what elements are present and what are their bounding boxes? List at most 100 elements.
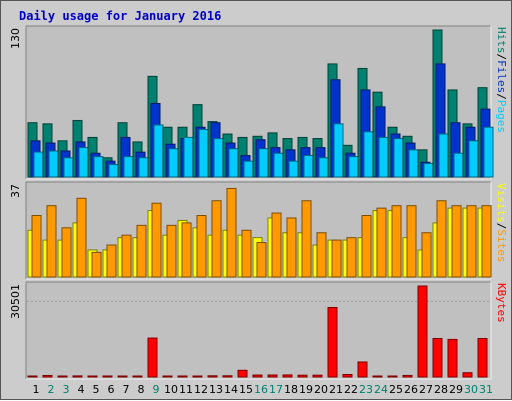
visits-axis-label: Visits/Sites <box>495 183 508 263</box>
visits-bar-sites-day-24 <box>376 207 387 278</box>
x-tick-label-day-27: 27 <box>419 383 433 396</box>
x-tick-label-day-11: 11 <box>179 383 193 396</box>
hits-axis-label-sep: / <box>495 54 508 61</box>
visits-bar-sites-day-11 <box>181 222 192 278</box>
kbytes-bar-kbytes-day-17 <box>267 374 278 378</box>
visits-axis-label-sep: / <box>495 223 508 230</box>
hits-bar-pages-day-26 <box>408 149 419 178</box>
kbytes-ymax-label: 30501 <box>9 284 22 319</box>
x-tick-label-day-2: 2 <box>48 383 55 396</box>
hits-bar-pages-day-18 <box>288 160 299 178</box>
kbytes-bar-kbytes-day-10 <box>162 375 173 378</box>
x-tick-label-day-29: 29 <box>449 383 463 396</box>
x-tick-label-day-7: 7 <box>123 383 130 396</box>
kbytes-bar-kbytes-day-26 <box>402 374 413 378</box>
visits-bar-sites-day-19 <box>301 200 312 278</box>
kbytes-bar-kbytes-day-19 <box>297 374 308 378</box>
x-tick-label-day-24: 24 <box>374 383 388 396</box>
kbytes-bar-kbytes-day-8 <box>132 375 143 378</box>
hits-bar-pages-day-14 <box>228 148 239 178</box>
x-tick-label-day-4: 4 <box>78 383 85 396</box>
hits-bar-pages-day-30 <box>468 140 479 178</box>
kbytes-bar-kbytes-day-2 <box>42 374 53 378</box>
x-tick-label-day-28: 28 <box>434 383 448 396</box>
hits-bar-pages-day-21 <box>333 123 344 178</box>
visits-bar-sites-day-13 <box>211 200 222 278</box>
kbytes-bar-kbytes-day-11 <box>177 375 188 378</box>
x-tick-label-day-1: 1 <box>33 383 40 396</box>
x-tick-label-day-3: 3 <box>63 383 70 396</box>
kbytes-bar-kbytes-day-1 <box>27 375 38 378</box>
hits-axis-label: Hits/Files/Pages <box>495 27 508 133</box>
x-tick-label-day-18: 18 <box>284 383 298 396</box>
visits-bar-sites-day-16 <box>256 242 267 278</box>
hits-axis-label-hits: Hits <box>495 27 508 54</box>
kbytes-bar-kbytes-day-9 <box>147 337 158 378</box>
hits-bar-pages-day-9 <box>153 124 164 178</box>
x-tick-label-day-13: 13 <box>209 383 223 396</box>
x-tick-label-day-12: 12 <box>194 383 208 396</box>
visits-bar-sites-day-18 <box>286 217 297 278</box>
hits-axis-label-files: Files <box>495 60 508 93</box>
hits-bar-pages-day-24 <box>378 136 389 178</box>
x-tick-label-day-30: 30 <box>464 383 478 396</box>
x-tick-label-day-9: 9 <box>153 383 160 396</box>
visits-bar-sites-day-2 <box>46 205 57 278</box>
hits-ymax-label: 130 <box>9 28 22 49</box>
kbytes-bar-kbytes-day-28 <box>432 338 443 378</box>
visits-bar-sites-day-8 <box>136 224 147 278</box>
visits-bar-sites-day-7 <box>121 234 132 278</box>
kbytes-bar-kbytes-day-31 <box>477 338 488 378</box>
kbytes-bar-kbytes-day-30 <box>462 372 473 378</box>
visits-axis-label-visits: Visits <box>495 183 508 223</box>
kbytes-bar-kbytes-day-22 <box>342 373 353 378</box>
kbytes-bar-kbytes-day-25 <box>387 375 398 378</box>
x-tick-label-day-21: 21 <box>329 383 343 396</box>
hits-bar-pages-day-15 <box>243 160 254 178</box>
hits-bar-pages-day-19 <box>303 155 314 178</box>
x-tick-label-day-22: 22 <box>344 383 358 396</box>
hits-bar-pages-day-27 <box>423 162 434 178</box>
visits-bar-sites-day-3 <box>61 227 72 278</box>
visits-axis-label-sites: Sites <box>495 229 508 262</box>
kbytes-panel-bg <box>26 282 491 379</box>
x-tick-label-day-14: 14 <box>224 383 238 396</box>
x-tick-label-day-26: 26 <box>404 383 418 396</box>
visits-bar-sites-day-30 <box>466 205 477 278</box>
visits-bar-sites-day-23 <box>361 215 372 278</box>
kbytes-bar-kbytes-day-12 <box>192 375 203 378</box>
x-tick-label-day-15: 15 <box>239 383 253 396</box>
x-tick-label-day-31: 31 <box>479 383 493 396</box>
kbytes-bar-kbytes-day-14 <box>222 375 233 378</box>
visits-bar-sites-day-15 <box>241 229 252 278</box>
kbytes-bar-kbytes-day-5 <box>87 375 98 378</box>
visits-bar-sites-day-20 <box>316 232 327 278</box>
visits-bar-sites-day-31 <box>481 205 492 278</box>
visits-bar-sites-day-1 <box>31 215 42 278</box>
kbytes-bar-kbytes-day-6 <box>102 375 113 378</box>
kbytes-bar-kbytes-day-13 <box>207 375 218 378</box>
hits-bar-pages-day-2 <box>48 150 59 178</box>
kbytes-bar-kbytes-day-7 <box>117 375 128 378</box>
visits-bar-sites-day-5 <box>91 251 102 278</box>
kbytes-bar-kbytes-day-20 <box>312 374 323 378</box>
hits-bar-pages-day-12 <box>198 129 209 178</box>
hits-bar-pages-day-4 <box>78 147 89 178</box>
kbytes-bar-kbytes-day-18 <box>282 374 293 378</box>
x-tick-label-day-17: 17 <box>269 383 283 396</box>
hits-bar-pages-day-10 <box>168 148 179 178</box>
x-tick-label-day-20: 20 <box>314 383 328 396</box>
x-tick-label-day-23: 23 <box>359 383 373 396</box>
x-tick-label-day-10: 10 <box>164 383 178 396</box>
visits-bar-sites-day-12 <box>196 215 207 278</box>
visits-bar-sites-day-26 <box>406 205 417 278</box>
visits-bar-sites-day-17 <box>271 212 282 278</box>
hits-bar-pages-day-16 <box>258 148 269 178</box>
x-tick-label-day-16: 16 <box>254 383 268 396</box>
hits-bar-pages-day-13 <box>213 138 224 178</box>
x-tick-label-day-6: 6 <box>108 383 115 396</box>
kbytes-bar-kbytes-day-15 <box>237 369 248 378</box>
hits-bar-pages-day-31 <box>483 126 494 178</box>
visits-ymax-label: 37 <box>9 184 22 198</box>
